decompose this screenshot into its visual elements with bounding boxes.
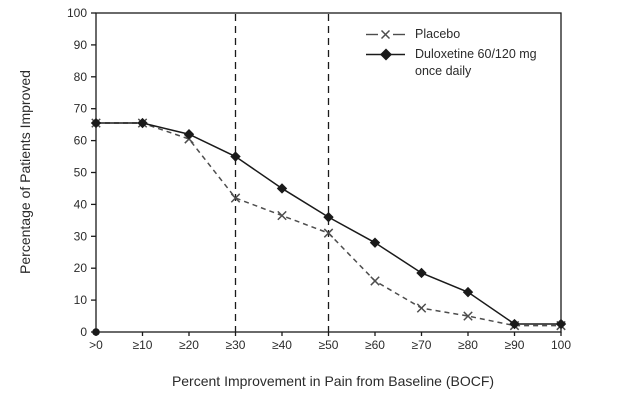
diamond-marker <box>555 318 567 330</box>
legend-label-duloxetine-line1: Duloxetine 60/120 mg <box>415 47 537 61</box>
x-marker <box>370 276 380 286</box>
svg-text:80: 80 <box>74 70 88 84</box>
diamond-marker <box>416 267 427 279</box>
diamond-marker <box>137 117 148 129</box>
svg-text:≥50: ≥50 <box>319 338 339 352</box>
svg-text:20: 20 <box>74 261 88 275</box>
svg-text:100: 100 <box>67 6 87 20</box>
y-axis-ticks: 0 10 20 30 40 50 60 70 80 90 100 <box>67 6 96 339</box>
svg-text:50: 50 <box>74 166 88 180</box>
duloxetine-series <box>90 117 567 330</box>
legend: Placebo Duloxetine 60/120 mg once daily <box>366 26 537 83</box>
legend-label-duloxetine: Duloxetine 60/120 mg once daily <box>415 46 537 80</box>
svg-text:≥80: ≥80 <box>458 338 478 352</box>
diamond-marker <box>183 129 195 140</box>
diamond-marker <box>323 211 334 223</box>
diamond-marker <box>369 237 381 248</box>
svg-text:70: 70 <box>74 102 88 116</box>
svg-text:30: 30 <box>74 229 88 243</box>
diamond-marker <box>509 318 520 330</box>
svg-text:≥90: ≥90 <box>505 338 525 352</box>
svg-text:60: 60 <box>74 134 88 148</box>
x-axis-label: Percent Improvement in Pain from Baselin… <box>171 373 495 389</box>
svg-text:≥60: ≥60 <box>365 338 385 352</box>
legend-label-duloxetine-line2: once daily <box>415 64 472 78</box>
svg-text:≥30: ≥30 <box>226 338 246 352</box>
diamond-marker <box>276 183 288 194</box>
svg-text:≥10: ≥10 <box>133 338 153 352</box>
svg-text:10: 10 <box>74 293 88 307</box>
svg-text:≥70: ≥70 <box>412 338 432 352</box>
svg-text:0: 0 <box>80 325 87 339</box>
reference-lines <box>234 14 330 332</box>
svg-text:>0: >0 <box>89 338 103 352</box>
svg-text:100: 100 <box>551 338 571 352</box>
diamond-marker <box>462 286 474 298</box>
diamond-marker <box>90 117 102 129</box>
y-axis-label: Percentage of Patients Improved <box>17 70 33 274</box>
svg-text:40: 40 <box>74 197 88 211</box>
x-marker <box>323 228 334 238</box>
x-marker <box>416 303 427 313</box>
svg-text:≥20: ≥20 <box>179 338 199 352</box>
x-marker <box>463 311 473 321</box>
x-axis-ticks: >0 ≥10 ≥20 ≥30 ≥40 ≥50 ≥60 ≥70 ≥80 ≥90 100 <box>89 332 571 352</box>
legend-item-duloxetine: Duloxetine 60/120 mg once daily <box>366 46 537 80</box>
svg-text:≥40: ≥40 <box>272 338 292 352</box>
duloxetine-marker-icon <box>366 48 405 61</box>
svg-text:90: 90 <box>74 38 88 52</box>
x-marker <box>230 193 241 203</box>
diamond-marker <box>230 151 241 162</box>
x-marker <box>277 210 287 221</box>
placebo-marker-icon <box>366 29 405 40</box>
origin-marker <box>92 328 100 336</box>
legend-item-placebo: Placebo <box>366 26 537 43</box>
legend-label-placebo: Placebo <box>415 27 461 41</box>
